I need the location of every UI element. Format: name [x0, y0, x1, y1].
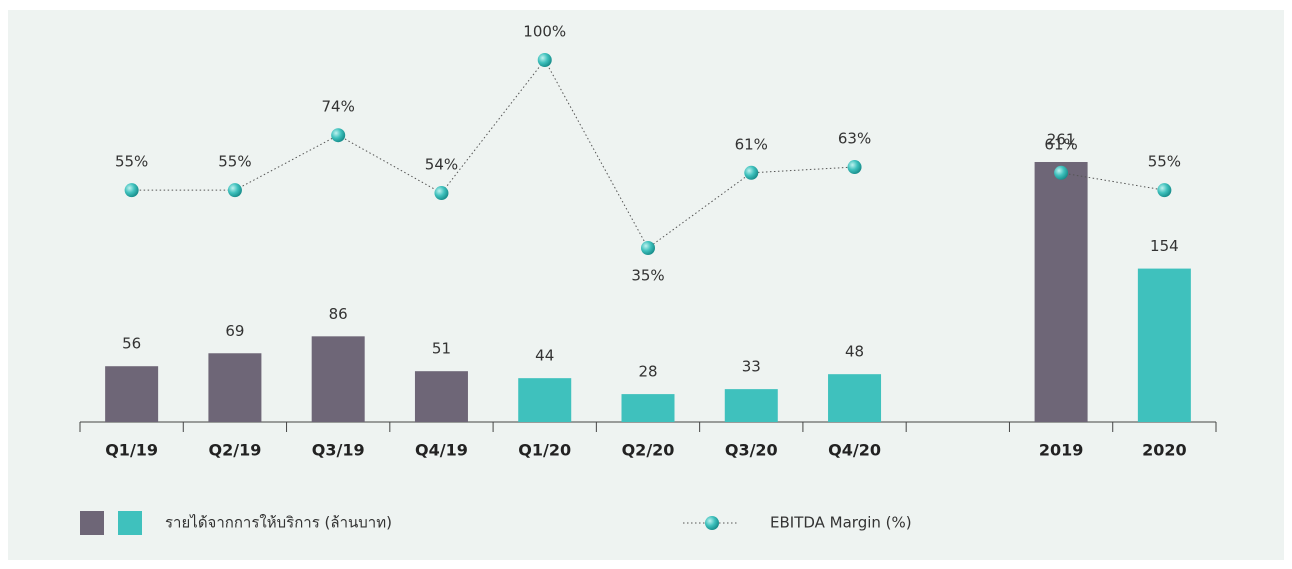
margin-dot — [537, 53, 552, 67]
margin-dot — [847, 160, 862, 175]
margin-label: 61% — [735, 135, 768, 153]
x-tick-label: Q2/19 — [208, 441, 261, 460]
bar — [1137, 268, 1191, 422]
x-tick-label: Q4/19 — [415, 441, 468, 460]
margin-dot — [124, 183, 139, 198]
margin-label: 61% — [1044, 135, 1077, 153]
legend-dot — [705, 516, 719, 530]
margin-label: 100% — [523, 23, 566, 41]
bar-label: 28 — [638, 363, 657, 381]
x-tick-label: 2020 — [1142, 441, 1187, 460]
x-tick-label: Q4/20 — [828, 441, 881, 460]
margin-line — [1061, 172, 1165, 191]
legend-swatch — [118, 511, 142, 535]
x-tick-label: Q1/19 — [105, 441, 158, 460]
x-tick-label: Q1/20 — [518, 441, 571, 460]
margin-label: 63% — [838, 130, 871, 148]
margin-dot — [1157, 183, 1172, 198]
bar-label: 69 — [225, 322, 244, 340]
margin-dot — [331, 128, 346, 143]
bar-label: 261 — [1047, 131, 1076, 149]
margin-label: 74% — [322, 98, 355, 116]
bar-label: 44 — [535, 347, 554, 365]
bar — [105, 366, 159, 422]
bar-label: 86 — [329, 305, 348, 323]
x-tick-label: Q2/20 — [622, 441, 675, 460]
bar — [208, 353, 262, 422]
margin-dot — [1054, 165, 1069, 180]
bar — [621, 394, 675, 422]
x-tick-label: Q3/19 — [312, 441, 365, 460]
bar-label: 48 — [845, 343, 864, 361]
margin-label: 55% — [1148, 153, 1181, 171]
legend-label: EBITDA Margin (%) — [770, 514, 912, 532]
legend-swatch — [80, 511, 104, 535]
bar-label: 33 — [742, 358, 761, 376]
bar — [828, 374, 882, 422]
x-tick-label: Q3/20 — [725, 441, 778, 460]
margin-label: 55% — [218, 153, 251, 171]
margin-dot — [744, 165, 759, 180]
margin-label: 55% — [115, 153, 148, 171]
margin-label: 35% — [631, 267, 664, 285]
x-tick-label: 2019 — [1039, 441, 1084, 460]
bar — [311, 336, 365, 422]
margin-dot — [227, 183, 242, 198]
margin-label: 54% — [425, 156, 458, 174]
bar-label: 56 — [122, 335, 141, 353]
margin-dot — [641, 241, 655, 255]
bar — [518, 378, 572, 422]
bar — [1034, 162, 1088, 422]
margin-line — [131, 59, 855, 249]
bar-label: 154 — [1150, 237, 1179, 255]
legend-label: รายได้จากการให้บริการ (ล้านบาท) — [165, 514, 392, 532]
bar-label: 51 — [432, 340, 451, 358]
bar — [724, 389, 778, 422]
background — [8, 10, 1284, 560]
bar — [414, 371, 468, 422]
margin-dot — [434, 186, 449, 201]
